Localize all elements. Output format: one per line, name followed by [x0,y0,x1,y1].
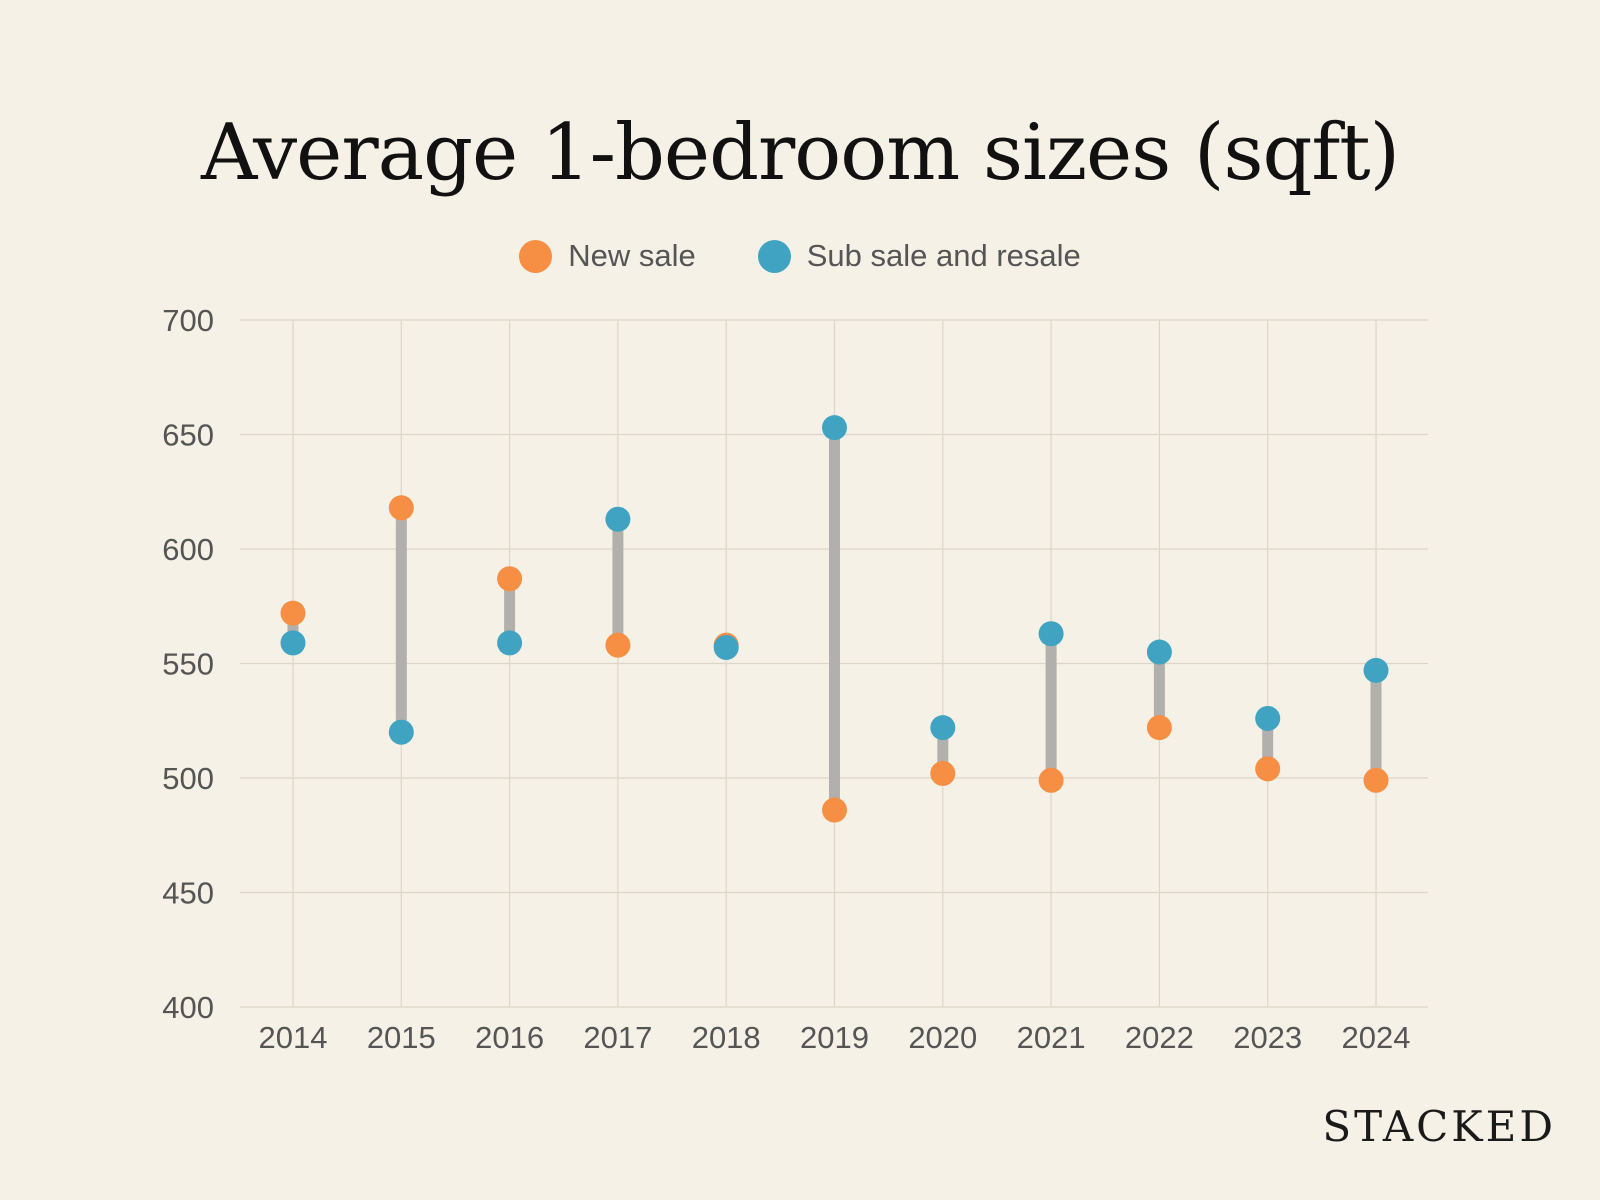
y-tick-label: 650 [162,418,214,453]
y-tick-label: 450 [162,876,214,911]
point-new-sale [1146,715,1172,741]
x-tick-label: 2022 [1125,1020,1194,1055]
legend-item-sub-sale-resale: Sub sale and resale [757,238,1081,274]
x-tick-label: 2016 [475,1020,544,1055]
x-tick-label: 2023 [1233,1020,1302,1055]
y-tick-label: 500 [162,761,214,796]
chart-title: Average 1-bedroom sizes (sqft) [200,108,1400,198]
chart-legend: New sale Sub sale and resale [0,238,1600,274]
y-tick-label: 400 [162,990,214,1025]
legend-label-sub-sale-resale: Sub sale and resale [806,238,1081,273]
point-new-sale [280,600,306,626]
x-tick-label: 2017 [583,1020,652,1055]
y-tick-label: 550 [162,647,214,682]
y-tick-label: 600 [162,532,214,567]
x-tick-label: 2018 [692,1020,761,1055]
x-tick-label: 2021 [1017,1020,1086,1055]
brand-logo: STACKED [1322,1102,1556,1151]
point-sub-sale-resale [822,415,847,441]
point-sub-sale-resale [497,630,523,656]
point-sub-sale-resale [930,715,956,741]
legend-item-new-sale: New sale [519,238,696,274]
point-new-sale [930,760,956,786]
point-sub-sale-resale [1255,705,1281,731]
point-new-sale [497,566,523,592]
point-sub-sale-resale [1146,639,1172,665]
point-sub-sale-resale [713,634,739,660]
x-tick-label: 2024 [1342,1020,1411,1055]
y-tick-label: 700 [162,303,214,338]
point-new-sale [605,632,631,658]
legend-label-new-sale: New sale [568,238,696,273]
legend-swatch-sub-sale-resale [757,239,791,273]
x-tick-label: 2014 [259,1020,328,1055]
point-new-sale [1255,756,1281,782]
point-new-sale [388,495,414,521]
point-sub-sale-resale [1038,621,1064,647]
point-sub-sale-resale [1363,657,1389,683]
point-sub-sale-resale [280,630,306,656]
x-tick-label: 2015 [367,1020,436,1055]
x-tick-label: 2019 [800,1020,869,1055]
point-sub-sale-resale [605,506,631,532]
legend-swatch-new-sale [519,239,553,273]
x-tick-label: 2020 [908,1020,977,1055]
point-new-sale [1038,767,1064,793]
point-new-sale [822,797,847,823]
point-new-sale [1363,767,1389,793]
point-sub-sale-resale [388,719,414,745]
